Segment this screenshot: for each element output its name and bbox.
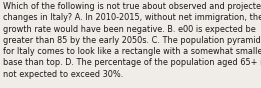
Text: Which of the following is not true about observed and projected
changes in Italy: Which of the following is not true about… [3, 2, 261, 79]
